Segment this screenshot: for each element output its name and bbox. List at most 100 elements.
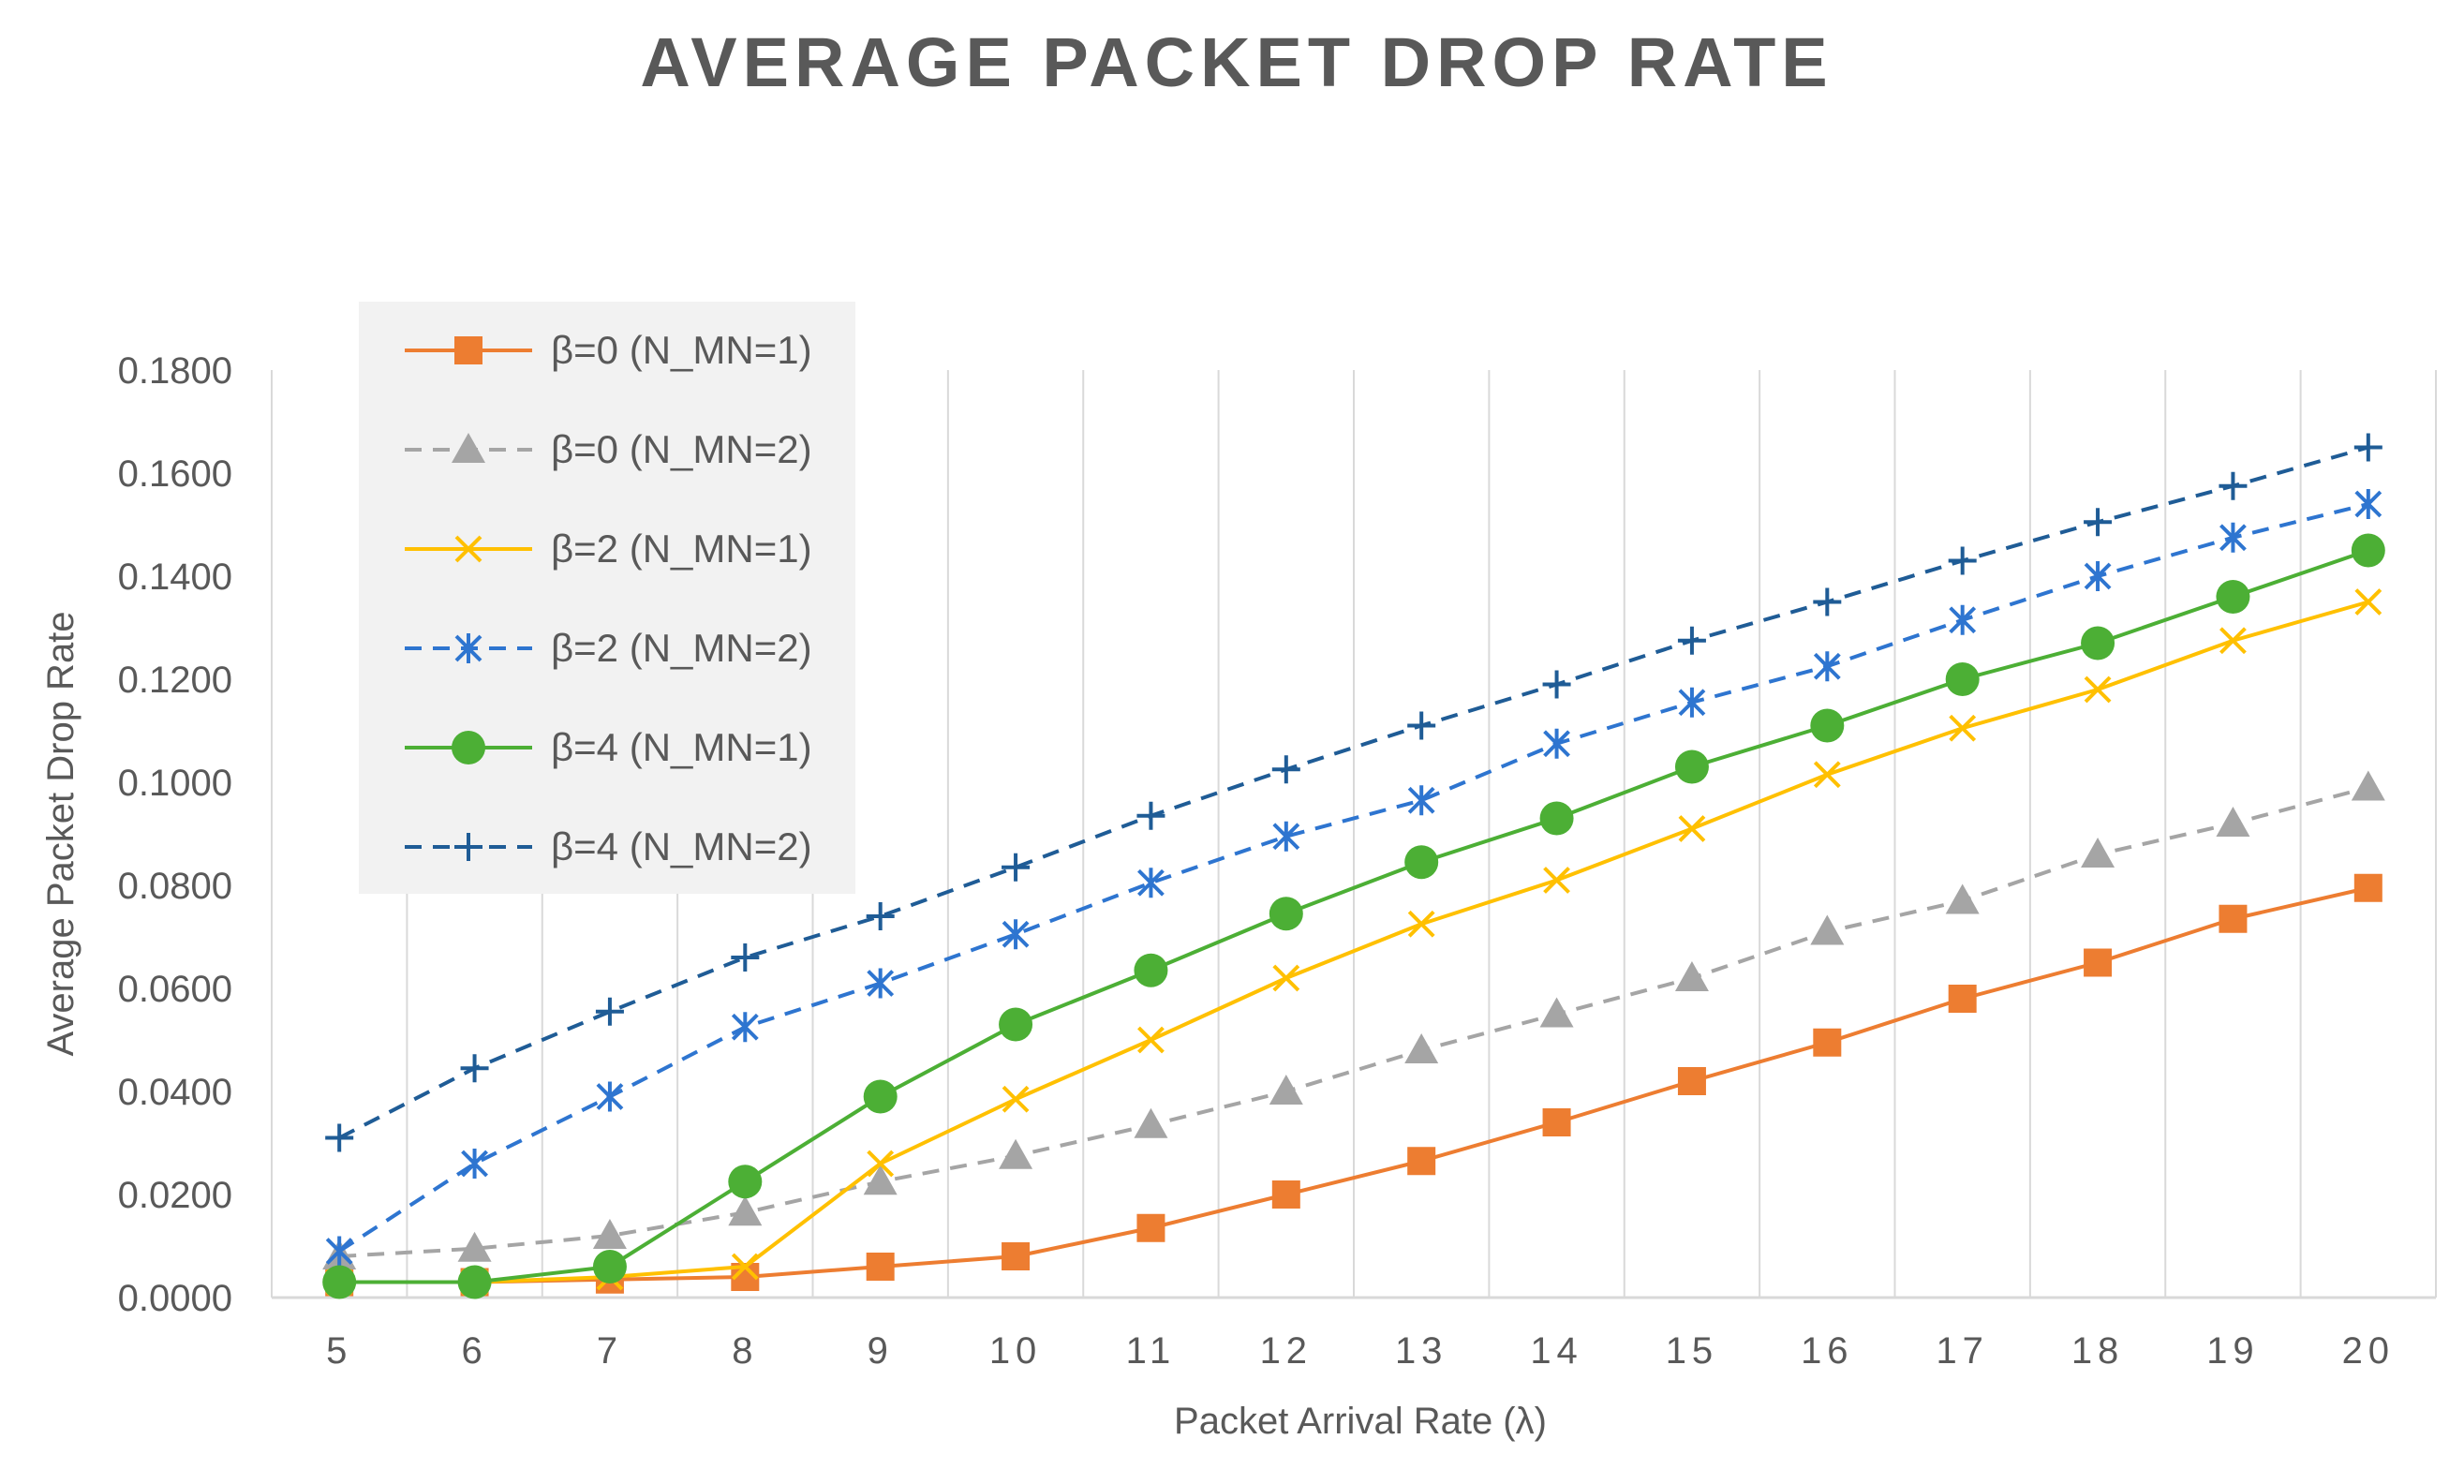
series-4-point-8: [728, 1165, 763, 1199]
series-0-point-9: [866, 1253, 895, 1281]
series-5-point-14-shape: [1542, 670, 1571, 699]
legend-label-5: β=4 (N_MN=2): [551, 824, 812, 868]
series-3-point-15: [1678, 687, 1706, 718]
series-3-point-18-shape: [2084, 561, 2112, 591]
series-5-point-17: [1948, 546, 1977, 575]
series-5-point-8-shape: [731, 943, 760, 972]
series-5-point-8: [731, 943, 760, 972]
series-3-point-7-shape: [596, 1081, 624, 1112]
series-0-point-14-shape: [1542, 1108, 1571, 1136]
series-2-point-14-shape: [1543, 867, 1570, 894]
y-tick-label-8: 0.1600: [118, 453, 232, 495]
series-5-point-5-shape: [325, 1123, 354, 1152]
series-0-point-11: [1136, 1213, 1165, 1242]
series-3-point-5-shape: [325, 1236, 353, 1267]
series-0-point-16: [1813, 1028, 1842, 1057]
series-5-point-19: [2219, 471, 2248, 500]
series-2-point-9: [867, 1150, 895, 1178]
series-0-line: [339, 885, 2369, 1284]
series-3-point-14: [1543, 728, 1570, 759]
legend-label-4: β=4 (N_MN=1): [551, 725, 812, 769]
series-4-point-5: [322, 1265, 357, 1299]
legend-swatch-marker-2: [454, 535, 482, 563]
series-3-point-5: [325, 1236, 353, 1267]
series-1-point-18-shape: [2081, 838, 2115, 868]
series-0-point-13: [1407, 1147, 1436, 1176]
series-5-point-20: [2353, 433, 2382, 462]
x-tick-label-8: 8: [732, 1330, 758, 1372]
series-4-point-14: [1539, 801, 1574, 836]
series-3-point-19-shape: [2219, 522, 2247, 553]
series-4-point-13: [1404, 845, 1439, 880]
chart-title: AVERAGE PACKET DROP RATE: [640, 23, 1833, 101]
series-3-point-10-shape: [1002, 919, 1030, 950]
series-3-point-7: [596, 1081, 624, 1112]
y-tick-label-0: 0.0000: [118, 1278, 232, 1319]
series-2-point-16-shape: [1813, 761, 1841, 789]
series-1-point-7: [592, 1219, 627, 1249]
series-4: [322, 533, 2385, 1299]
series-2-point-19-shape: [2219, 627, 2247, 655]
series-1-point-19: [2216, 807, 2250, 837]
series-0-point-17: [1948, 985, 1977, 1013]
series-1-point-13: [1404, 1033, 1439, 1063]
series-2-point-14: [1543, 867, 1570, 894]
series-2-point-13: [1407, 910, 1435, 938]
series-1-point-20-shape: [2351, 770, 2385, 801]
legend-swatch-marker-1-shape: [452, 433, 485, 463]
series-5-point-20-shape: [2353, 433, 2382, 462]
series-3-point-20: [2354, 489, 2382, 519]
series-1-point-10-shape: [999, 1138, 1033, 1169]
x-tick-label-17: 17: [1936, 1330, 1989, 1372]
legend-swatch-marker-4: [452, 731, 485, 764]
x-tick-label-12: 12: [1260, 1330, 1314, 1372]
series-3-point-8-shape: [731, 1012, 759, 1043]
series-1-point-17: [1945, 883, 1980, 914]
y-tick-label-4: 0.0800: [118, 866, 232, 907]
legend-swatch-marker-3-shape: [454, 633, 482, 663]
series-5-point-11: [1136, 801, 1165, 830]
series-0-point-9-shape: [866, 1253, 895, 1281]
series-4-point-17: [1945, 662, 1980, 696]
series-1-point-6: [457, 1231, 492, 1262]
series-0-point-15-shape: [1677, 1067, 1706, 1095]
legend-swatch-marker-4-shape: [452, 731, 485, 764]
series-3-point-9: [867, 968, 895, 999]
series-4-point-20: [2351, 533, 2385, 568]
series-2-point-8: [731, 1253, 759, 1281]
series-3-point-13: [1407, 785, 1435, 816]
series-4-point-14-shape: [1539, 801, 1574, 836]
series-5-point-7-shape: [595, 997, 624, 1026]
x-tick-label-5: 5: [326, 1330, 352, 1372]
series-4-point-6: [457, 1265, 492, 1299]
series-2-point-12-shape: [1272, 964, 1300, 992]
series-1-point-9-shape: [863, 1165, 898, 1195]
series-0-point-11-shape: [1136, 1213, 1165, 1242]
series-3-line: [338, 502, 2369, 1254]
series-3-point-19: [2219, 522, 2247, 553]
series-5-point-17-shape: [1948, 546, 1977, 575]
series-2-point-8-shape: [731, 1253, 759, 1281]
y-tick-label-3: 0.0600: [118, 969, 232, 1010]
series-1-point-17-shape: [1945, 883, 1980, 914]
series-4-point-9: [863, 1079, 898, 1114]
x-tick-label-15: 15: [1666, 1330, 1719, 1372]
y-tick-label-2: 0.0400: [118, 1072, 232, 1113]
series-4-point-11: [1134, 953, 1168, 987]
series-5-point-19-shape: [2219, 471, 2248, 500]
series-0-point-20: [2353, 873, 2382, 902]
series-4-point-10-shape: [999, 1007, 1033, 1042]
series-3-point-11-shape: [1137, 868, 1165, 898]
series-1-point-16: [1810, 914, 1845, 945]
series-2-point-18-shape: [2084, 675, 2112, 704]
series-2-point-16: [1813, 761, 1841, 789]
x-tick-label-19: 19: [2206, 1330, 2260, 1372]
series-2-point-17: [1949, 714, 1977, 742]
series-2-point-15: [1678, 815, 1706, 842]
series-0-point-16-shape: [1813, 1028, 1842, 1057]
legend-swatch-marker-5: [454, 833, 482, 861]
series-1-point-16-shape: [1810, 914, 1845, 945]
series-3-point-17: [1949, 604, 1977, 635]
legend-entry-2: β=2 (N_MN=1): [405, 527, 812, 571]
